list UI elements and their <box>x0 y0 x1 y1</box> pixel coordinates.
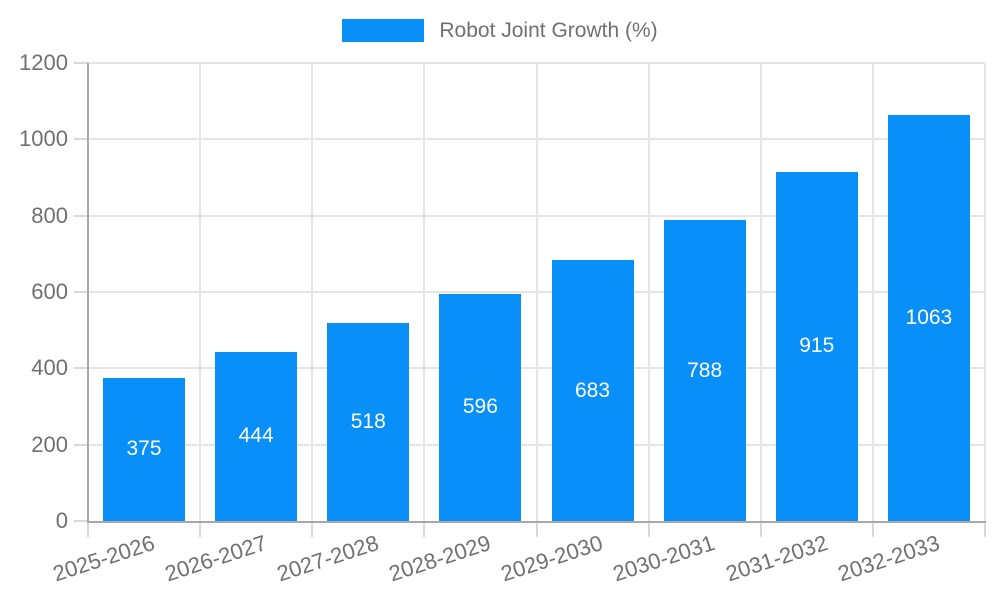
gridline-vertical <box>423 63 426 521</box>
y-axis-tick-label: 1200 <box>19 50 68 75</box>
bar-value-label: 788 <box>687 358 723 382</box>
x-axis-tick-label: 2031-2032 <box>722 530 831 587</box>
bar-value-label: 683 <box>574 378 611 402</box>
y-axis-tick-label: 1000 <box>19 126 68 152</box>
chart-legend[interactable]: Robot Joint Growth (%) <box>0 18 1000 43</box>
y-axis-tick-label: 600 <box>31 279 68 304</box>
x-tick-mark <box>311 521 314 537</box>
x-axis-tick-label: 2030-2031 <box>610 530 719 587</box>
bar: 788 <box>663 220 746 521</box>
x-tick-mark <box>984 521 986 537</box>
x-tick-mark <box>423 521 426 537</box>
x-tick-mark <box>871 521 874 537</box>
x-axis-tick-label: 2032-2033 <box>834 530 943 587</box>
gridline-vertical <box>311 63 314 521</box>
legend-series-label: Robot Joint Growth (%) <box>439 19 658 42</box>
y-tick-mark <box>74 138 88 141</box>
x-axis-line <box>87 521 986 523</box>
x-tick-mark <box>87 521 89 537</box>
y-axis-line <box>87 63 89 521</box>
y-tick-mark <box>74 214 88 217</box>
y-tick-mark <box>74 291 88 293</box>
legend-color-swatch <box>342 19 425 43</box>
y-tick-mark <box>74 367 88 370</box>
bar-value-label: 444 <box>238 424 274 448</box>
bar: 596 <box>439 293 522 521</box>
x-tick-mark <box>647 521 650 537</box>
x-axis-tick-label: 2029-2030 <box>498 530 606 587</box>
y-tick-mark <box>74 520 88 522</box>
bar: 518 <box>327 323 410 521</box>
bar-value-label: 596 <box>462 395 498 419</box>
x-tick-mark <box>535 521 538 537</box>
gridline-vertical <box>871 63 874 521</box>
x-tick-mark <box>759 521 762 537</box>
gridline-vertical <box>759 63 762 521</box>
y-axis-tick-label: 200 <box>31 431 68 457</box>
y-axis-tick-label: 0 <box>55 508 68 533</box>
y-axis-tick-label: 800 <box>31 202 68 228</box>
x-axis-tick-label: 2025-2026 <box>49 530 158 587</box>
bar: 915 <box>775 171 858 521</box>
gridline-vertical <box>535 63 538 521</box>
gridline-vertical <box>647 63 650 521</box>
y-tick-mark <box>74 443 88 446</box>
bar-value-label: 1063 <box>905 306 953 330</box>
bar-value-label: 518 <box>350 410 386 434</box>
x-tick-mark <box>199 521 202 537</box>
x-axis-tick-label: 2026-2027 <box>161 530 270 587</box>
gridline-vertical <box>984 63 986 521</box>
y-axis-tick-label: 400 <box>31 355 68 381</box>
gridline-vertical <box>199 63 202 521</box>
bar: 1063 <box>887 115 970 521</box>
y-tick-mark <box>74 62 88 64</box>
bar-value-label: 375 <box>126 437 162 461</box>
bar: 444 <box>215 351 298 521</box>
x-axis-tick-label: 2028-2029 <box>386 530 494 587</box>
plot-area: 0 200 400 600 800 1000 1200 375 444 518 596 683 788 9… <box>19 52 986 586</box>
bar: 683 <box>551 260 634 521</box>
x-axis-tick-label: 2027-2028 <box>273 530 382 587</box>
bar-value-label: 915 <box>799 334 835 358</box>
bar: 375 <box>103 377 185 521</box>
